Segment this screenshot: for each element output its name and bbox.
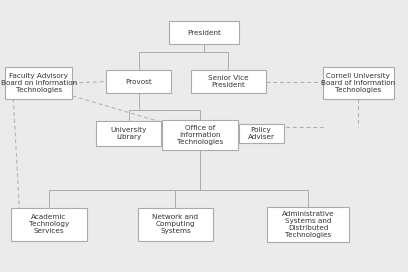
- FancyBboxPatch shape: [239, 124, 284, 143]
- FancyBboxPatch shape: [267, 207, 349, 242]
- Text: University
Library: University Library: [110, 127, 147, 140]
- FancyBboxPatch shape: [96, 121, 161, 146]
- FancyBboxPatch shape: [106, 70, 171, 93]
- Text: Office of
Information
Technologies: Office of Information Technologies: [177, 125, 223, 145]
- Text: Network and
Computing
Systems: Network and Computing Systems: [152, 214, 199, 234]
- Text: Faculty Advisory
Board on Information
Technologies: Faculty Advisory Board on Information Te…: [1, 73, 77, 93]
- Text: Administrative
Systems and
Distributed
Technologies: Administrative Systems and Distributed T…: [282, 211, 334, 238]
- FancyBboxPatch shape: [322, 67, 394, 99]
- Text: Cornell University
Board of Information
Technologies: Cornell University Board of Information …: [321, 73, 395, 93]
- FancyBboxPatch shape: [191, 70, 266, 93]
- FancyBboxPatch shape: [138, 208, 213, 241]
- Text: President: President: [187, 30, 221, 36]
- FancyBboxPatch shape: [5, 67, 73, 99]
- FancyBboxPatch shape: [11, 208, 86, 241]
- Text: Provost: Provost: [125, 79, 152, 85]
- Text: Policy
Adviser: Policy Adviser: [248, 127, 275, 140]
- Text: Academic
Technology
Services: Academic Technology Services: [29, 214, 69, 234]
- Text: Senior Vice
President: Senior Vice President: [208, 75, 249, 88]
- FancyBboxPatch shape: [162, 120, 237, 150]
- FancyBboxPatch shape: [169, 21, 239, 44]
